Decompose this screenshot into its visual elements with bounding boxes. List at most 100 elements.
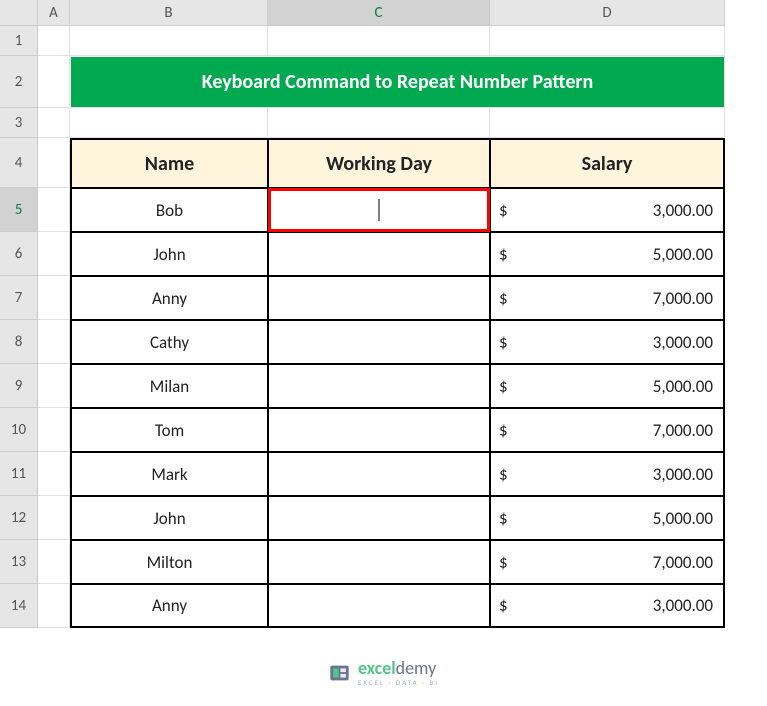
salary-value: 7,000.00 — [653, 420, 713, 441]
select-all-corner[interactable] — [0, 0, 38, 26]
name-cell[interactable]: Anny — [70, 584, 268, 628]
watermark-subtitle: EXCEL · DATA · BI — [358, 679, 439, 686]
row-header-2[interactable]: 2 — [0, 56, 38, 108]
spreadsheet-area: ABCD 1234567891011121314 Keyboard Comman… — [0, 0, 767, 706]
empty-cell[interactable] — [38, 496, 70, 540]
salary-value: 7,000.00 — [653, 552, 713, 573]
row-header-3[interactable]: 3 — [0, 108, 38, 138]
empty-cell[interactable] — [38, 232, 70, 276]
row-header-10[interactable]: 10 — [0, 408, 38, 452]
currency-symbol: $ — [499, 332, 508, 353]
working-day-cell[interactable] — [268, 188, 490, 232]
currency-symbol: $ — [499, 420, 508, 441]
salary-cell[interactable]: $7,000.00 — [490, 276, 725, 320]
name-cell[interactable]: Bob — [70, 188, 268, 232]
column-header-D[interactable]: D — [490, 0, 725, 26]
row-header-13[interactable]: 13 — [0, 540, 38, 584]
salary-cell[interactable]: $3,000.00 — [490, 584, 725, 628]
row-header-6[interactable]: 6 — [0, 232, 38, 276]
name-cell[interactable]: Anny — [70, 276, 268, 320]
currency-symbol: $ — [499, 552, 508, 573]
row-header-1[interactable]: 1 — [0, 26, 38, 56]
working-day-cell[interactable] — [268, 584, 490, 628]
empty-cell[interactable] — [38, 138, 70, 188]
salary-value: 3,000.00 — [653, 200, 713, 221]
salary-value: 7,000.00 — [653, 288, 713, 309]
column-headers: ABCD — [38, 0, 725, 26]
currency-symbol: $ — [499, 508, 508, 529]
salary-value: 3,000.00 — [653, 464, 713, 485]
row-header-11[interactable]: 11 — [0, 452, 38, 496]
row-headers: 1234567891011121314 — [0, 26, 38, 628]
currency-symbol: $ — [499, 464, 508, 485]
row-header-5[interactable]: 5 — [0, 188, 38, 232]
working-day-cell[interactable] — [268, 408, 490, 452]
name-cell[interactable]: Tom — [70, 408, 268, 452]
row-header-8[interactable]: 8 — [0, 320, 38, 364]
name-cell[interactable]: Cathy — [70, 320, 268, 364]
working-day-cell[interactable] — [268, 232, 490, 276]
empty-cell[interactable] — [38, 276, 70, 320]
currency-symbol: $ — [499, 244, 508, 265]
table-header[interactable]: Name — [70, 138, 268, 188]
empty-cell[interactable] — [268, 108, 490, 138]
row-header-12[interactable]: 12 — [0, 496, 38, 540]
working-day-cell[interactable] — [268, 496, 490, 540]
column-header-A[interactable]: A — [38, 0, 70, 26]
salary-value: 5,000.00 — [653, 508, 713, 529]
salary-cell[interactable]: $5,000.00 — [490, 232, 725, 276]
name-cell[interactable]: John — [70, 232, 268, 276]
salary-cell[interactable]: $5,000.00 — [490, 364, 725, 408]
name-cell[interactable]: Milan — [70, 364, 268, 408]
working-day-cell[interactable] — [268, 276, 490, 320]
empty-cell[interactable] — [38, 408, 70, 452]
empty-cell[interactable] — [70, 26, 268, 56]
currency-symbol: $ — [499, 288, 508, 309]
empty-cell[interactable] — [38, 108, 70, 138]
salary-value: 3,000.00 — [653, 595, 713, 616]
empty-cell[interactable] — [38, 364, 70, 408]
watermark-brand: exceldemy — [358, 659, 439, 677]
currency-symbol: $ — [499, 376, 508, 397]
name-cell[interactable]: Mark — [70, 452, 268, 496]
empty-cell[interactable] — [38, 320, 70, 364]
salary-cell[interactable]: $5,000.00 — [490, 496, 725, 540]
salary-cell[interactable]: $7,000.00 — [490, 540, 725, 584]
edit-cursor — [379, 199, 380, 221]
salary-cell[interactable]: $3,000.00 — [490, 320, 725, 364]
empty-cell[interactable] — [268, 26, 490, 56]
working-day-cell[interactable] — [268, 452, 490, 496]
table-title[interactable]: Keyboard Command to Repeat Number Patter… — [70, 56, 725, 108]
salary-value: 3,000.00 — [653, 332, 713, 353]
table-header[interactable]: Salary — [490, 138, 725, 188]
empty-cell[interactable] — [70, 108, 268, 138]
row-header-4[interactable]: 4 — [0, 138, 38, 188]
watermark: exceldemy EXCEL · DATA · BI — [328, 659, 439, 686]
empty-cell[interactable] — [38, 188, 70, 232]
empty-cell[interactable] — [38, 56, 70, 108]
empty-cell[interactable] — [38, 584, 70, 628]
salary-cell[interactable]: $3,000.00 — [490, 452, 725, 496]
name-cell[interactable]: John — [70, 496, 268, 540]
row-header-9[interactable]: 9 — [0, 364, 38, 408]
working-day-cell[interactable] — [268, 540, 490, 584]
working-day-cell[interactable] — [268, 320, 490, 364]
empty-cell[interactable] — [38, 26, 70, 56]
row-header-14[interactable]: 14 — [0, 584, 38, 628]
salary-cell[interactable]: $3,000.00 — [490, 188, 725, 232]
salary-value: 5,000.00 — [653, 376, 713, 397]
table-header[interactable]: Working Day — [268, 138, 490, 188]
empty-cell[interactable] — [38, 452, 70, 496]
empty-cell[interactable] — [490, 26, 725, 56]
cell-grid: Keyboard Command to Repeat Number Patter… — [38, 26, 725, 628]
currency-symbol: $ — [499, 200, 508, 221]
salary-cell[interactable]: $7,000.00 — [490, 408, 725, 452]
column-header-B[interactable]: B — [70, 0, 268, 26]
empty-cell[interactable] — [38, 540, 70, 584]
empty-cell[interactable] — [490, 108, 725, 138]
currency-symbol: $ — [499, 595, 508, 616]
working-day-cell[interactable] — [268, 364, 490, 408]
name-cell[interactable]: Milton — [70, 540, 268, 584]
row-header-7[interactable]: 7 — [0, 276, 38, 320]
column-header-C[interactable]: C — [268, 0, 490, 26]
